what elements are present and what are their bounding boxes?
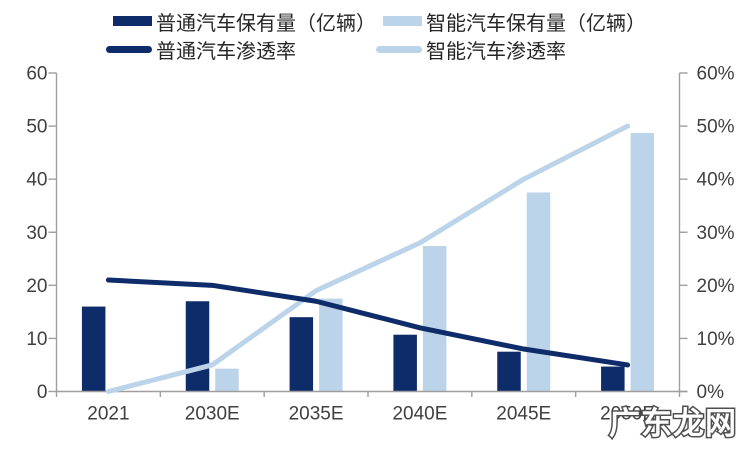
legend-label-smart-car-penetration: 智能汽车渗透率	[426, 40, 566, 63]
bar-ordinary-2040E	[393, 334, 417, 392]
line-swatch-lightblue-icon	[376, 45, 422, 53]
left-axis-tick-label: 20	[26, 276, 47, 297]
legend-label-smart-car-volume: 智能汽车保有量（亿辆）	[426, 12, 646, 35]
bar-smart-2035E	[319, 298, 343, 392]
x-axis-category-label: 2040E	[392, 404, 447, 425]
bar-ordinary-2035E	[289, 317, 314, 392]
bar-smart-2030E	[215, 368, 239, 392]
left-axis-tick-label: 60	[26, 64, 47, 85]
bar-smart-2040E	[422, 246, 447, 392]
legend-swatch-wrap	[106, 45, 152, 53]
penetration-line-智能汽车渗透率	[105, 123, 631, 394]
left-axis-tick-label: 40	[26, 170, 47, 191]
bar-ordinary-2045E	[497, 351, 521, 392]
legend-item-ordinary-car-penetration: 普通汽车渗透率	[106, 36, 296, 63]
left-axis-tick-label: 30	[26, 223, 47, 244]
legend-item-ordinary-car-volume: 普通汽车保有量（亿辆）	[106, 8, 376, 35]
legend-swatch-wrap	[376, 16, 422, 26]
bar-smart-2045E	[526, 192, 551, 392]
legend-item-smart-car-penetration: 智能汽车渗透率	[376, 36, 566, 63]
penetration-line-普通汽车渗透率	[105, 277, 631, 368]
legend-swatch-wrap	[376, 45, 422, 53]
bar-ordinary-2050E	[601, 366, 625, 392]
right-axis-tick-label: 60%	[697, 64, 735, 85]
legend-swatch-wrap	[106, 16, 152, 26]
bar-smart-2050E	[630, 132, 655, 392]
x-axis-category-label: 2021	[87, 404, 129, 425]
right-axis-tick-label: 30%	[697, 223, 735, 244]
left-axis-tick-label: 10	[26, 329, 47, 350]
watermark-text: 广东龙网	[609, 406, 737, 441]
right-axis-tick-label: 50%	[697, 117, 735, 138]
bar-swatch-lightblue-icon	[383, 16, 422, 26]
watermark: 广东龙网	[608, 405, 738, 443]
bar-ordinary-2021	[81, 306, 106, 392]
right-axis-tick-label: 20%	[697, 276, 735, 297]
left-axis-tick-label: 0	[37, 382, 48, 403]
x-axis-category-label: 2030E	[185, 404, 240, 425]
x-axis-category-label: 2045E	[496, 404, 551, 425]
legend-label-ordinary-car-penetration: 普通汽车渗透率	[156, 40, 296, 63]
right-axis-tick-label: 10%	[697, 329, 735, 350]
legend-item-smart-car-volume: 智能汽车保有量（亿辆）	[376, 8, 646, 35]
line-swatch-navy-icon	[106, 45, 152, 53]
right-axis-tick-label: 40%	[697, 170, 735, 191]
x-axis-category-label: 2050E	[600, 404, 655, 425]
bar-swatch-navy-icon	[113, 16, 152, 26]
bar-ordinary-2030E	[185, 301, 210, 392]
legend-label-ordinary-car-volume: 普通汽车保有量（亿辆）	[156, 12, 376, 35]
right-axis-tick-label: 0%	[697, 382, 725, 403]
left-axis-tick-label: 50	[26, 117, 47, 138]
x-axis-category-label: 2035E	[289, 404, 344, 425]
